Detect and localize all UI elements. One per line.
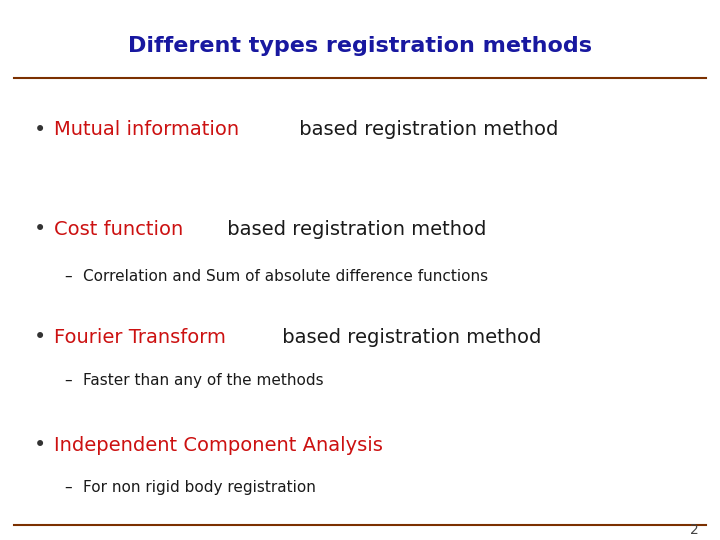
- Text: Mutual information: Mutual information: [54, 120, 239, 139]
- Text: For non rigid body registration: For non rigid body registration: [83, 480, 315, 495]
- Text: –: –: [65, 480, 72, 495]
- Text: •: •: [33, 119, 46, 140]
- Text: Faster than any of the methods: Faster than any of the methods: [83, 373, 323, 388]
- Text: Correlation and Sum of absolute difference functions: Correlation and Sum of absolute differen…: [83, 269, 488, 284]
- Text: Different types registration methods: Different types registration methods: [128, 36, 592, 56]
- Text: 2: 2: [690, 523, 698, 537]
- Text: based registration method: based registration method: [221, 220, 486, 239]
- Text: Cost function: Cost function: [54, 220, 184, 239]
- Text: •: •: [33, 435, 46, 456]
- Text: •: •: [33, 327, 46, 348]
- Text: •: •: [33, 219, 46, 240]
- Text: Independent Component Analysis: Independent Component Analysis: [54, 436, 383, 455]
- Text: –: –: [65, 269, 72, 284]
- Text: based registration method: based registration method: [276, 328, 541, 347]
- Text: Fourier Transform: Fourier Transform: [54, 328, 226, 347]
- Text: –: –: [65, 373, 72, 388]
- Text: based registration method: based registration method: [293, 120, 558, 139]
